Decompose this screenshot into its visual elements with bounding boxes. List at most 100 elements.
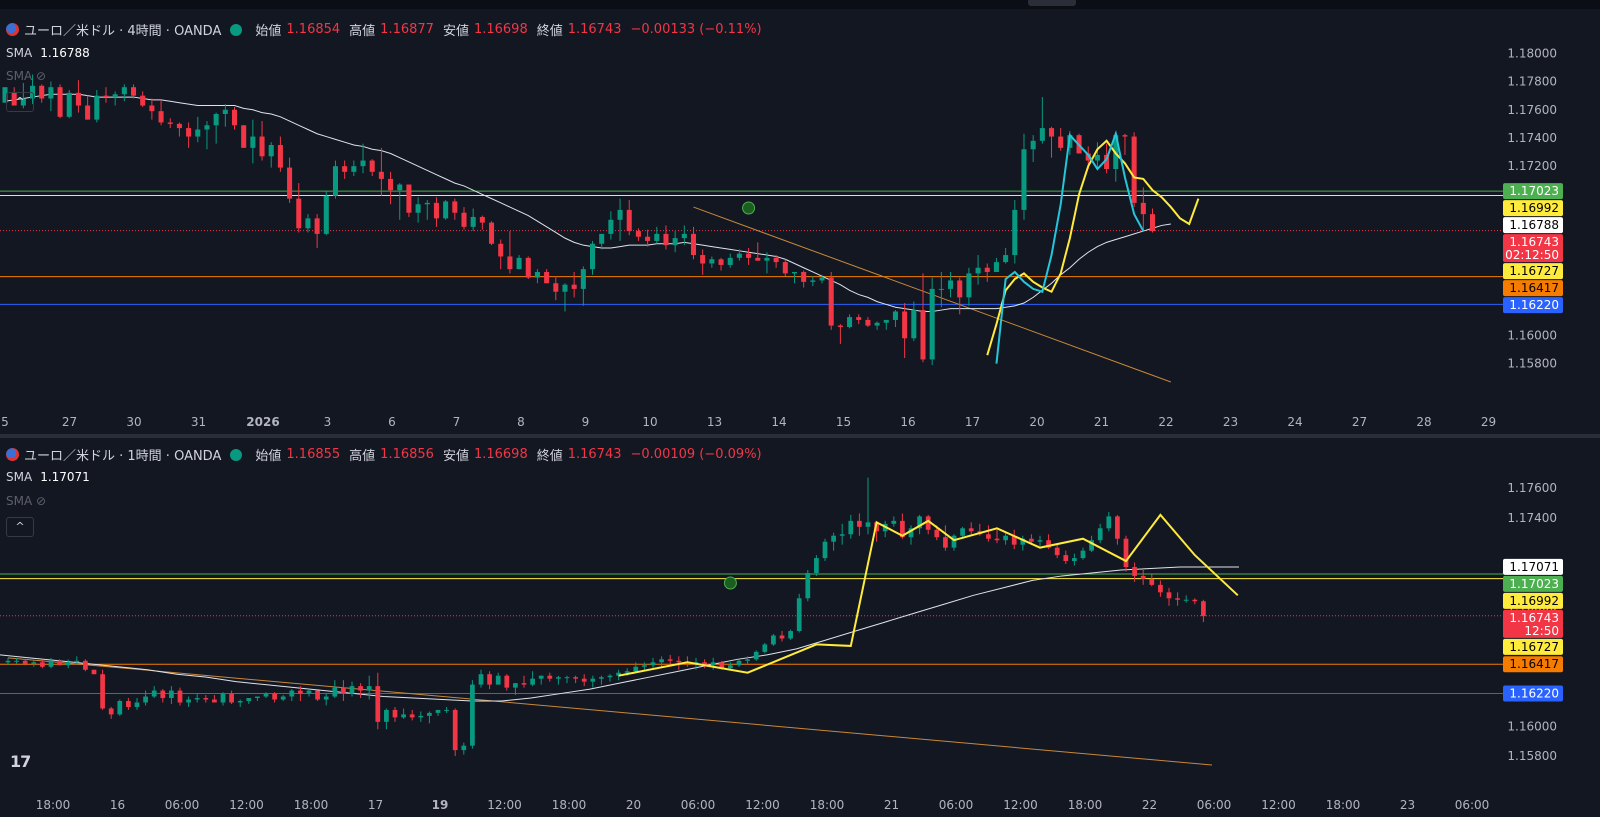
sma-hidden-legend[interactable]: SMA ⊘ [6, 69, 46, 83]
price-label-text: 1.16727 [1509, 640, 1559, 654]
sma-indicator-legend[interactable]: SMA 1.17071 [6, 470, 90, 484]
collapse-legend-button[interactable]: ^ [6, 92, 34, 112]
candle-body [1089, 540, 1094, 551]
chart-pane-1h[interactable]: 1.176001.174001.168001.160001.1580018:00… [0, 438, 1600, 817]
candle-body [341, 687, 346, 694]
candle-body [1037, 540, 1043, 542]
candle-body [306, 690, 312, 694]
candle-body [409, 714, 415, 718]
time-axis-tick: 23 [1223, 415, 1238, 429]
candle-body [220, 693, 226, 703]
time-axis-tick: 16 [900, 415, 915, 429]
candle-body [968, 528, 974, 532]
candle-body [1080, 550, 1086, 559]
price-label-tag [1503, 263, 1563, 280]
candle-body [289, 690, 295, 697]
sma-hidden-legend[interactable]: SMA ⊘ [6, 494, 46, 508]
chart-svg-4h[interactable]: 1.18000 1.17800 1.17600 1.17400 1.17200 1.160… [0, 10, 1600, 434]
toolbar-tab[interactable] [1028, 0, 1076, 6]
candle-body [149, 105, 155, 112]
candle-body [1003, 535, 1008, 541]
candle-body [177, 690, 183, 703]
candle-body [553, 283, 559, 292]
candle-body [828, 277, 834, 326]
top-toolbar [0, 0, 1600, 9]
candle-body [39, 85, 45, 99]
time-axis-tick: 18:00 [1326, 798, 1361, 812]
candle-body [40, 662, 45, 667]
candle-body [213, 113, 219, 126]
candle-body [771, 635, 776, 645]
low-label: 安値 [442, 24, 469, 39]
sma-indicator-legend[interactable]: SMA 1.16788 [6, 46, 90, 60]
candle-body [342, 166, 348, 172]
candle-body [375, 686, 381, 722]
eye-off-icon[interactable]: ⊘ [36, 69, 47, 83]
candle-body [590, 678, 596, 682]
candle-body [126, 701, 131, 707]
price-axis-tick: 1.17400 [1507, 131, 1557, 145]
time-axis-tick: 5 [1, 415, 9, 429]
time-axis-tick: 06:00 [165, 798, 200, 812]
candle-body [1166, 592, 1172, 599]
chart-pane-4h[interactable]: 1.18000 1.17800 1.17600 1.17400 1.17200 1.160… [0, 10, 1600, 434]
candle-body [607, 675, 613, 678]
chart-svg-1h[interactable]: 1.176001.174001.168001.160001.1580018:00… [0, 438, 1600, 817]
candle-body [573, 677, 578, 679]
time-axis-tick: 27 [62, 415, 77, 429]
time-axis-tick: 28 [1416, 415, 1431, 429]
candle-body [538, 675, 544, 679]
time-axis-tick: 18:00 [294, 798, 329, 812]
candle-body [810, 280, 816, 282]
price-label-text: 1.17023 [1509, 577, 1559, 591]
candle-body [388, 178, 394, 191]
price-label-text: 1.16992 [1509, 201, 1559, 215]
eye-off-icon[interactable]: ⊘ [36, 494, 47, 508]
candle-body [143, 696, 148, 703]
time-axis-tick: 3 [324, 415, 332, 429]
candle-body [513, 683, 518, 688]
candle-body [332, 687, 338, 697]
candle-body [222, 109, 228, 114]
candle-body [66, 92, 72, 117]
collapse-legend-button[interactable]: ^ [6, 517, 34, 537]
candle-body [1046, 540, 1051, 548]
open-label: 始値 [255, 449, 282, 464]
candle-body [487, 674, 492, 685]
time-axis-tick: 30 [126, 415, 141, 429]
close-label: 終値 [536, 24, 563, 39]
alert-clock-icon [723, 576, 737, 590]
candle-body [130, 87, 137, 96]
candle-body [902, 311, 908, 339]
candle-body [75, 92, 81, 106]
candle-body [1149, 578, 1155, 585]
candle-body [788, 631, 793, 639]
candle-body [544, 271, 550, 284]
time-axis-tick: 15 [836, 415, 851, 429]
candle-body [773, 257, 779, 263]
candle-body [672, 238, 678, 246]
candle-body [883, 319, 889, 323]
sma-label: SMA [6, 46, 33, 60]
pane-divider[interactable] [0, 434, 1600, 438]
tradingview-logo[interactable]: 17 [10, 752, 31, 771]
price-axis-tick: 1.17800 [1507, 75, 1557, 89]
candle-body [993, 262, 999, 272]
symbol-title[interactable]: ユーロ／米ドル · 4時間 · OANDA [24, 24, 222, 39]
candle-body [1003, 255, 1009, 263]
candle-body [263, 693, 269, 697]
candle-body [470, 216, 476, 227]
candle-body [865, 522, 871, 527]
candle-body [580, 269, 586, 289]
candle-body [709, 259, 715, 264]
candle-body [534, 271, 540, 278]
candle-body [255, 696, 260, 699]
candle-body [925, 516, 931, 530]
candle-body [351, 166, 357, 172]
candle-body [948, 280, 954, 289]
symbol-title[interactable]: ユーロ／米ドル · 1時間 · OANDA [24, 449, 222, 464]
candle-body [892, 311, 898, 320]
candle-body [2, 87, 8, 103]
candle-body [831, 535, 836, 542]
eurusd-flag-icon [6, 23, 19, 36]
